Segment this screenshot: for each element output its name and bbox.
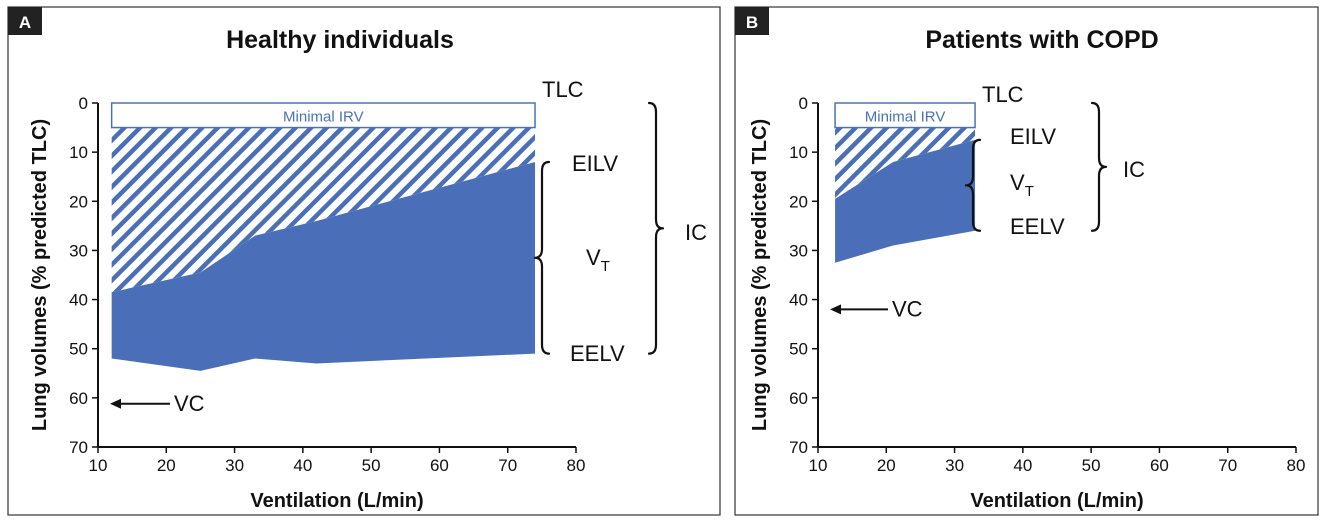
x-tick-label: 50: [362, 456, 381, 475]
minimal-irv-box: [110, 102, 536, 129]
minimal-irv-label: Minimal IRV: [865, 109, 946, 126]
vt-brace: [964, 138, 982, 232]
x-axis-label: Ventilation (L/min): [250, 490, 423, 512]
y-tick-label: 60: [789, 389, 808, 408]
y-tick-label: 20: [789, 192, 808, 211]
tlc-label: TLC: [982, 82, 1024, 107]
irv-hatched-area: [835, 127, 976, 199]
panel-a-title: Healthy individuals: [226, 26, 454, 54]
y-tick-label: 50: [789, 340, 808, 359]
eelv-label: EELV: [1010, 214, 1065, 239]
y-tick-label: 10: [789, 143, 808, 162]
panel-a-badge-label: A: [19, 13, 31, 32]
eilv-label: EILV: [572, 151, 618, 176]
ic-brace: [647, 101, 665, 355]
y-tick-label: 60: [69, 389, 88, 408]
x-tick-label: 10: [809, 456, 828, 475]
irv-hatched-area: [111, 127, 536, 293]
ic-brace: [1090, 101, 1108, 232]
y-tick-label: 70: [69, 438, 88, 457]
x-tick-label: 80: [1287, 456, 1306, 475]
x-tick-label: 80: [567, 456, 586, 475]
panel-b-frame: [734, 6, 1319, 516]
y-tick-label: 30: [69, 241, 88, 260]
vt-subscript: T: [1025, 183, 1034, 200]
eilv-label: EILV: [1010, 124, 1056, 149]
vc-label: VC: [892, 296, 923, 321]
panel-b-badge-label: B: [746, 13, 758, 32]
minimal-irv-label: Minimal IRV: [283, 109, 364, 126]
y-tick-label: 40: [789, 291, 808, 310]
x-tick-label: 20: [877, 456, 896, 475]
x-tick-label: 70: [498, 456, 517, 475]
vt-label: VT: [1010, 170, 1034, 200]
y-tick-label: 50: [69, 340, 88, 359]
x-tick-label: 40: [293, 456, 312, 475]
x-tick-label: 20: [157, 456, 176, 475]
eelv-label: EELV: [570, 341, 625, 366]
tidal-volume-area: [835, 139, 976, 263]
y-tick-label: 70: [789, 438, 808, 457]
x-tick-label: 70: [1218, 456, 1237, 475]
minimal-irv-box: [834, 102, 976, 129]
x-tick-label: 10: [89, 456, 108, 475]
tlc-label: TLC: [542, 77, 584, 102]
y-tick-label: 0: [79, 94, 88, 113]
x-tick-label: 40: [1013, 456, 1032, 475]
panel-b-badge: [735, 7, 769, 35]
vt-subscript: T: [601, 258, 610, 275]
y-axis-label: Lung volumes (% predicted TLC): [749, 119, 771, 431]
x-tick-label: 50: [1082, 456, 1101, 475]
y-tick-label: 10: [69, 143, 88, 162]
x-axis-label: Ventilation (L/min): [970, 490, 1143, 512]
x-tick-label: 30: [945, 456, 964, 475]
x-tick-label: 60: [1150, 456, 1169, 475]
tidal-volume-area: [111, 161, 536, 371]
panel-a-frame: [7, 6, 721, 516]
vc-arrow-head: [830, 304, 841, 315]
x-tick-label: 30: [225, 456, 244, 475]
y-tick-label: 20: [69, 192, 88, 211]
panel-a-badge: [8, 7, 42, 35]
ic-label: IC: [1123, 157, 1145, 182]
vt-brace: [533, 160, 551, 355]
vc-label: VC: [174, 391, 205, 416]
panel-a: A Healthy individuals Minimal IRV 0 10 20 30…: [7, 6, 721, 516]
ic-label: IC: [685, 220, 707, 245]
panel-b-title: Patients with COPD: [925, 26, 1158, 54]
y-tick-label: 0: [799, 94, 808, 113]
y-axis-label: Lung volumes (% predicted TLC): [29, 119, 51, 431]
x-tick-label: 60: [430, 456, 449, 475]
y-tick-label: 30: [789, 241, 808, 260]
panel-b: B Patients with COPD Minimal IRV 0 10 20 30 4…: [734, 6, 1319, 516]
vt-label: VT: [586, 245, 610, 275]
y-tick-label: 40: [69, 291, 88, 310]
vc-arrow-head: [110, 398, 121, 409]
